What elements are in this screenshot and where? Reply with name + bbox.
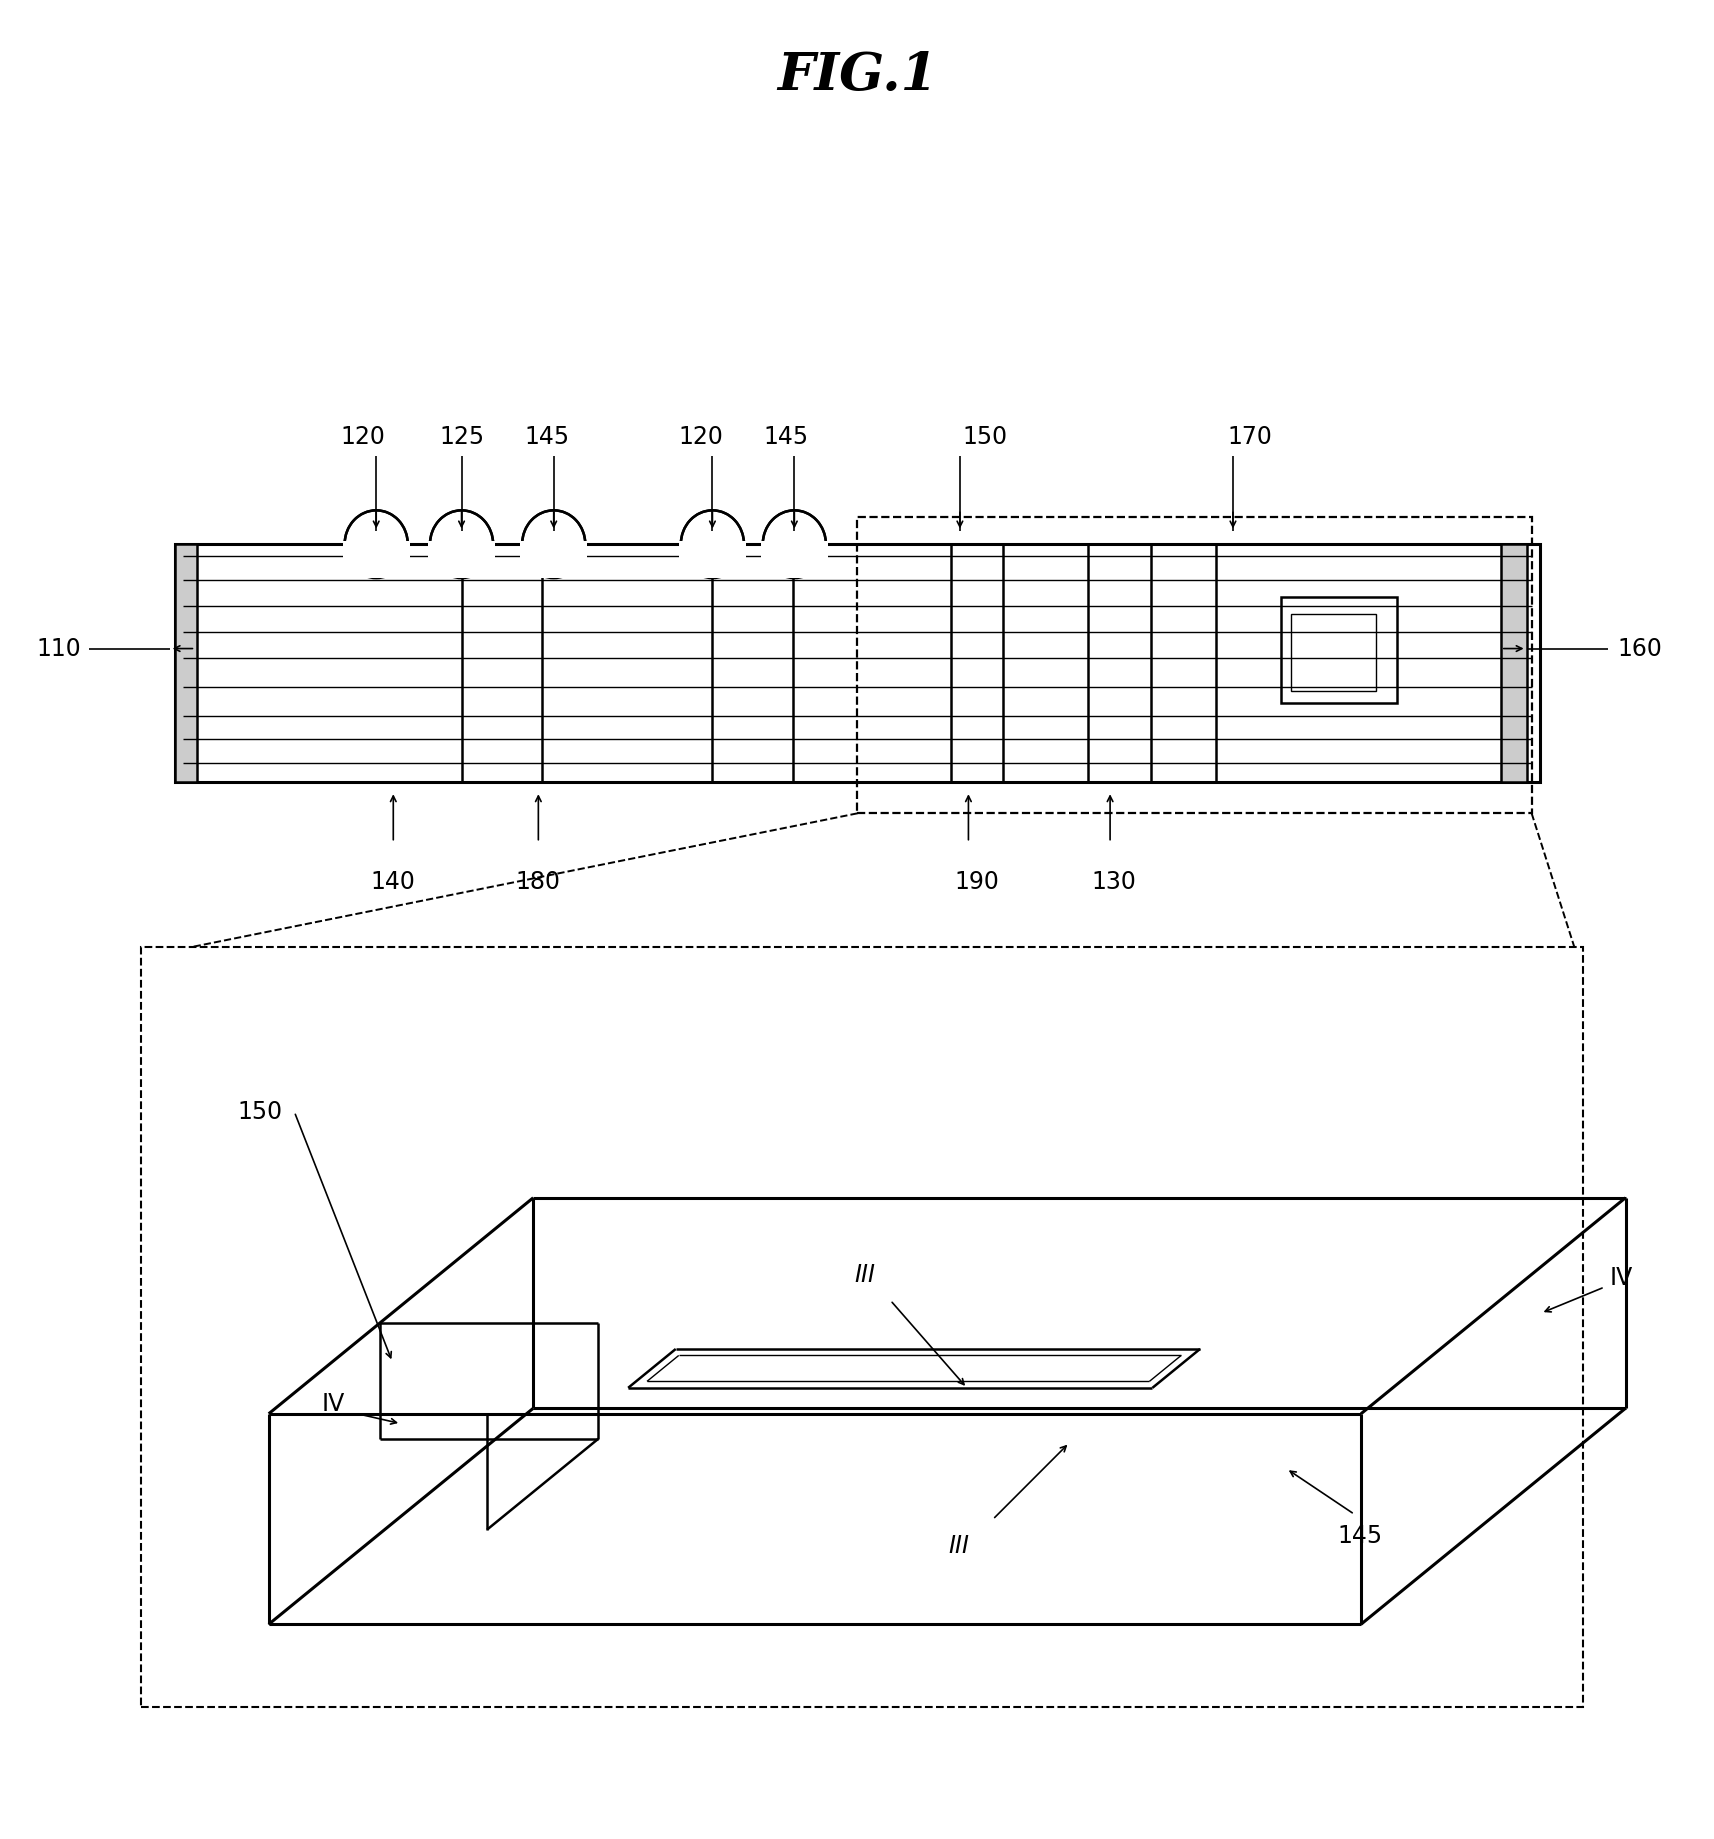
Text: 180: 180 bbox=[516, 870, 560, 894]
Text: 160: 160 bbox=[1616, 636, 1661, 660]
Bar bbox=[1291, 614, 1376, 691]
Text: 120: 120 bbox=[339, 425, 384, 449]
Text: 110: 110 bbox=[36, 636, 81, 660]
Text: 130: 130 bbox=[1090, 870, 1135, 894]
Bar bbox=[428, 541, 495, 577]
Text: 120: 120 bbox=[677, 425, 723, 449]
Bar bbox=[175, 544, 1539, 782]
Text: 145: 145 bbox=[524, 425, 569, 449]
Bar bbox=[343, 541, 410, 577]
Bar bbox=[679, 541, 746, 577]
Text: 150: 150 bbox=[962, 425, 1008, 449]
Text: 190: 190 bbox=[955, 870, 999, 894]
Text: 145: 145 bbox=[1337, 1523, 1381, 1548]
Text: 145: 145 bbox=[763, 425, 807, 449]
Bar bbox=[519, 541, 586, 577]
Text: III: III bbox=[948, 1534, 968, 1558]
Bar bbox=[1280, 598, 1395, 704]
Bar bbox=[857, 517, 1531, 813]
Bar bbox=[175, 544, 197, 782]
Bar bbox=[761, 541, 828, 577]
Text: 125: 125 bbox=[439, 425, 483, 449]
Text: IV: IV bbox=[322, 1392, 345, 1416]
Text: 150: 150 bbox=[238, 1100, 283, 1124]
Bar bbox=[141, 947, 1582, 1707]
Text: IV: IV bbox=[1609, 1265, 1632, 1289]
Text: 140: 140 bbox=[370, 870, 415, 894]
Text: 170: 170 bbox=[1227, 425, 1272, 449]
Text: III: III bbox=[854, 1263, 874, 1287]
Bar bbox=[1500, 544, 1525, 782]
Text: FIG.1: FIG.1 bbox=[776, 50, 938, 101]
